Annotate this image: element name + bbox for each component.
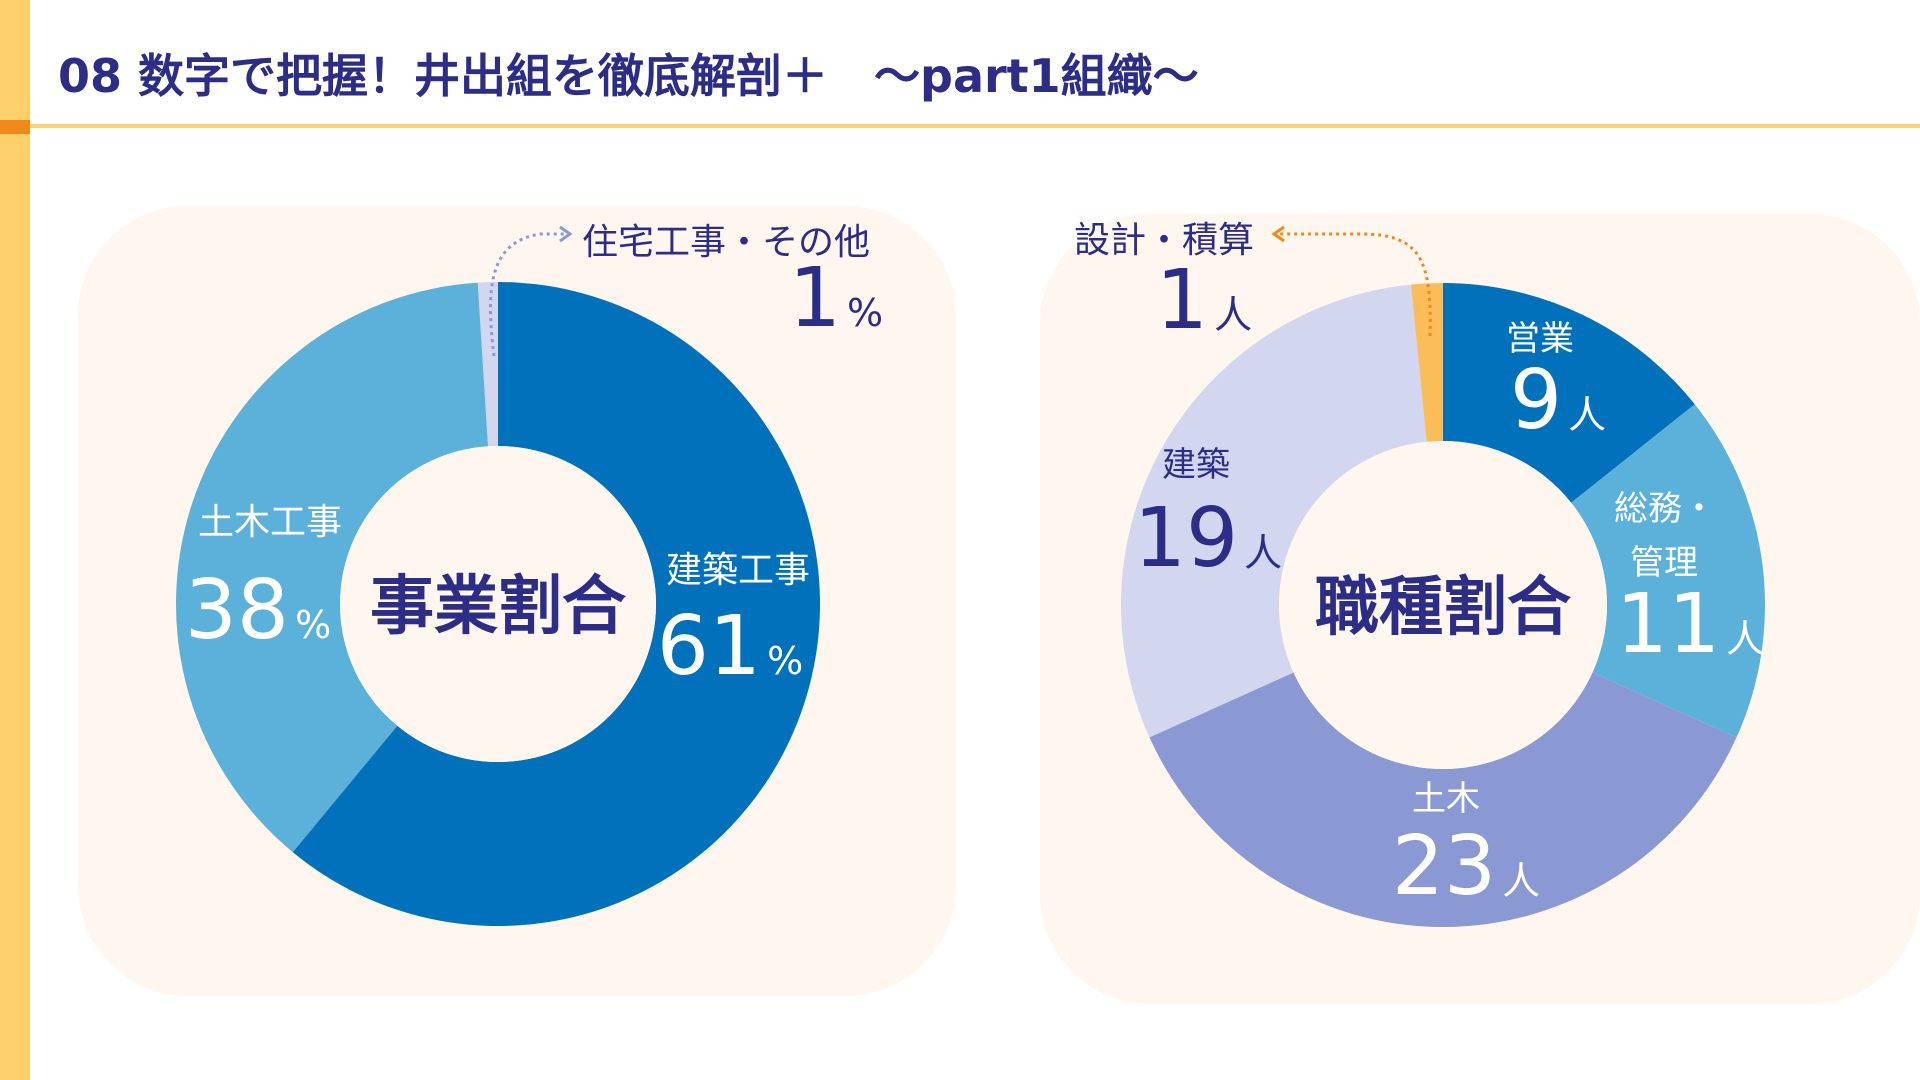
- job-label-sales: 営業: [1506, 319, 1574, 359]
- job-value-admin: 11 人: [1616, 577, 1764, 672]
- job-hole: [1279, 441, 1607, 769]
- business-callout-arrowhead: [559, 225, 573, 243]
- job-label-admin-line2: 管理: [1630, 543, 1698, 583]
- job-slice-4: [1410, 283, 1443, 442]
- business-slice-2: [477, 282, 498, 447]
- business-slice-1: [176, 282, 489, 853]
- business-value-civil: 38%: [185, 563, 331, 658]
- left-accent-bar: [0, 0, 30, 1080]
- job-slice-0: [1443, 283, 1695, 503]
- job-label-civil: 土木: [1412, 779, 1480, 819]
- left-accent-marker: [0, 120, 30, 134]
- business-hole: [340, 446, 656, 762]
- business-label-civil: 土木工事: [198, 502, 342, 543]
- business-label-housing: 住宅工事・その他: [582, 222, 870, 263]
- job-slice-3: [1121, 284, 1427, 738]
- job-center-title: 職種割合: [1315, 571, 1571, 645]
- job-label-design: 設計・積算: [1074, 220, 1254, 261]
- job-slice-2: [1149, 672, 1737, 927]
- job-value-civil: 23 人: [1392, 819, 1540, 914]
- business-value-housing: 1%: [789, 251, 883, 346]
- business-value-construction: 61%: [657, 599, 803, 694]
- business-label-construction: 建築工事: [666, 550, 810, 591]
- job-callout-arrowhead: [1271, 225, 1285, 243]
- job-callout-line: [1278, 232, 1432, 337]
- business-center-title: 事業割合: [370, 570, 626, 644]
- page-title: 08 数字で把握！井出組を徹底解剖＋ ～part1組織～: [58, 49, 1199, 103]
- title-underline: [30, 124, 1920, 128]
- job-label-admin-line1: 総務・: [1614, 489, 1716, 529]
- job-slice-1: [1571, 404, 1765, 738]
- job-label-architecture: 建築: [1162, 445, 1230, 485]
- job-value-architecture: 19 人: [1134, 491, 1282, 586]
- business-slice-0: [292, 282, 820, 926]
